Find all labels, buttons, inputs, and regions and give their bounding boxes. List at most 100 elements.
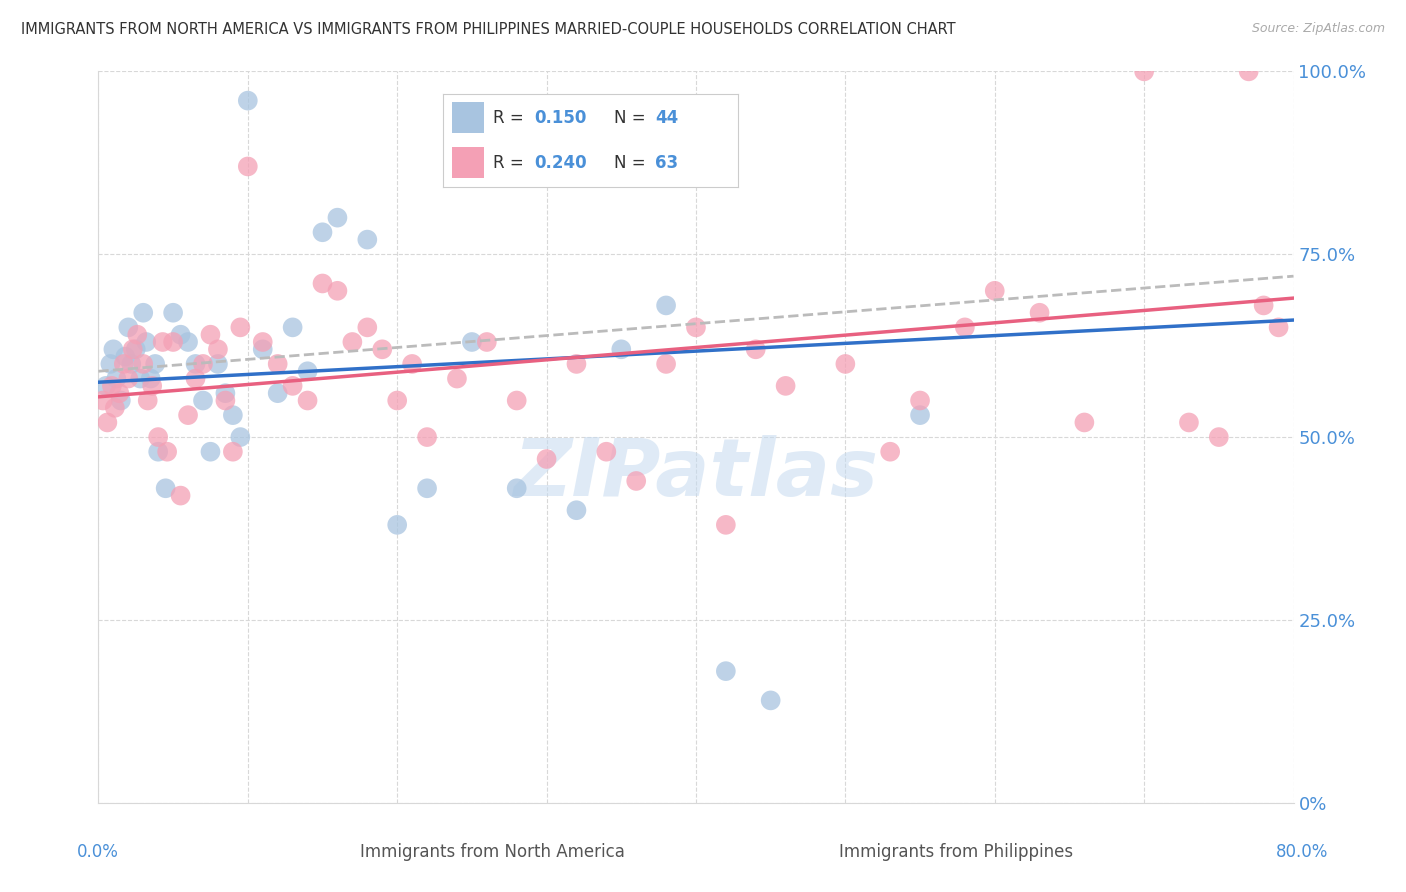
Point [222,444,245,458]
Point [184,371,207,385]
Point [1267,320,1289,334]
Point [759,693,782,707]
Point [1237,64,1260,78]
Point [108,386,131,401]
Point [953,320,976,334]
Point [371,343,394,357]
Point [125,343,148,357]
Point [446,371,468,385]
Point [191,393,214,408]
Point [565,503,588,517]
Point [117,320,139,334]
Text: N =: N = [614,153,651,171]
Point [94,379,117,393]
Point [655,298,678,312]
Point [565,357,588,371]
Point [281,379,304,393]
Point [267,357,290,371]
Point [110,393,132,408]
Point [326,284,349,298]
Point [281,320,304,334]
Point [506,393,529,408]
Point [685,320,707,334]
Text: 0.150: 0.150 [534,109,586,127]
Text: 0.240: 0.240 [534,153,588,171]
Point [714,517,737,532]
Point [252,334,274,349]
Point [356,320,378,334]
Point [135,334,157,349]
Point [136,393,159,408]
Point [236,94,259,108]
Point [104,401,127,415]
Point [105,371,128,385]
Point [1073,416,1095,430]
Point [610,343,633,357]
Point [112,357,135,371]
Point [156,444,179,458]
Text: IMMIGRANTS FROM NORTH AMERICA VS IMMIGRANTS FROM PHILIPPINES MARRIED-COUPLE HOUS: IMMIGRANTS FROM NORTH AMERICA VS IMMIGRA… [21,22,956,37]
Point [229,430,252,444]
Text: 44: 44 [655,109,679,127]
Point [1253,298,1275,312]
Point [416,430,439,444]
Point [101,379,124,393]
Point [626,474,648,488]
Point [342,334,364,349]
Point [461,334,484,349]
Text: R =: R = [494,109,529,127]
Point [1028,306,1050,320]
Bar [451,147,484,178]
Point [169,327,191,342]
Point [326,211,349,225]
Point [117,371,139,385]
Point [879,444,901,458]
Point [775,379,797,393]
Point [155,481,177,495]
Point [1208,430,1230,444]
Point [200,444,222,458]
Point [267,386,290,401]
Point [207,343,229,357]
Text: N =: N = [614,109,651,127]
Point [98,357,122,371]
Point [132,306,155,320]
Text: R =: R = [494,153,529,171]
Text: 0.0%: 0.0% [77,843,120,861]
Point [401,357,423,371]
Point [834,357,856,371]
Point [385,517,409,532]
Point [132,357,155,371]
Point [207,357,229,371]
Point [169,489,191,503]
Point [191,357,214,371]
Point [311,277,333,291]
Point [177,408,200,422]
Point [655,357,678,371]
Text: 63: 63 [655,153,679,171]
Point [236,160,259,174]
Point [595,444,617,458]
Point [129,371,152,385]
Point [536,452,558,467]
Point [297,393,319,408]
Point [714,664,737,678]
Point [184,357,207,371]
Point [200,327,222,342]
Point [745,343,768,357]
Point [141,379,163,393]
Point [162,306,184,320]
Point [297,364,319,378]
Point [356,233,378,247]
Point [311,225,333,239]
Point [177,334,200,349]
Point [984,284,1007,298]
Bar [451,102,484,133]
Point [91,393,114,408]
Point [96,416,118,430]
Point [162,334,184,349]
Point [908,408,931,422]
Point [127,327,149,342]
Point [120,357,142,371]
Point [385,393,409,408]
